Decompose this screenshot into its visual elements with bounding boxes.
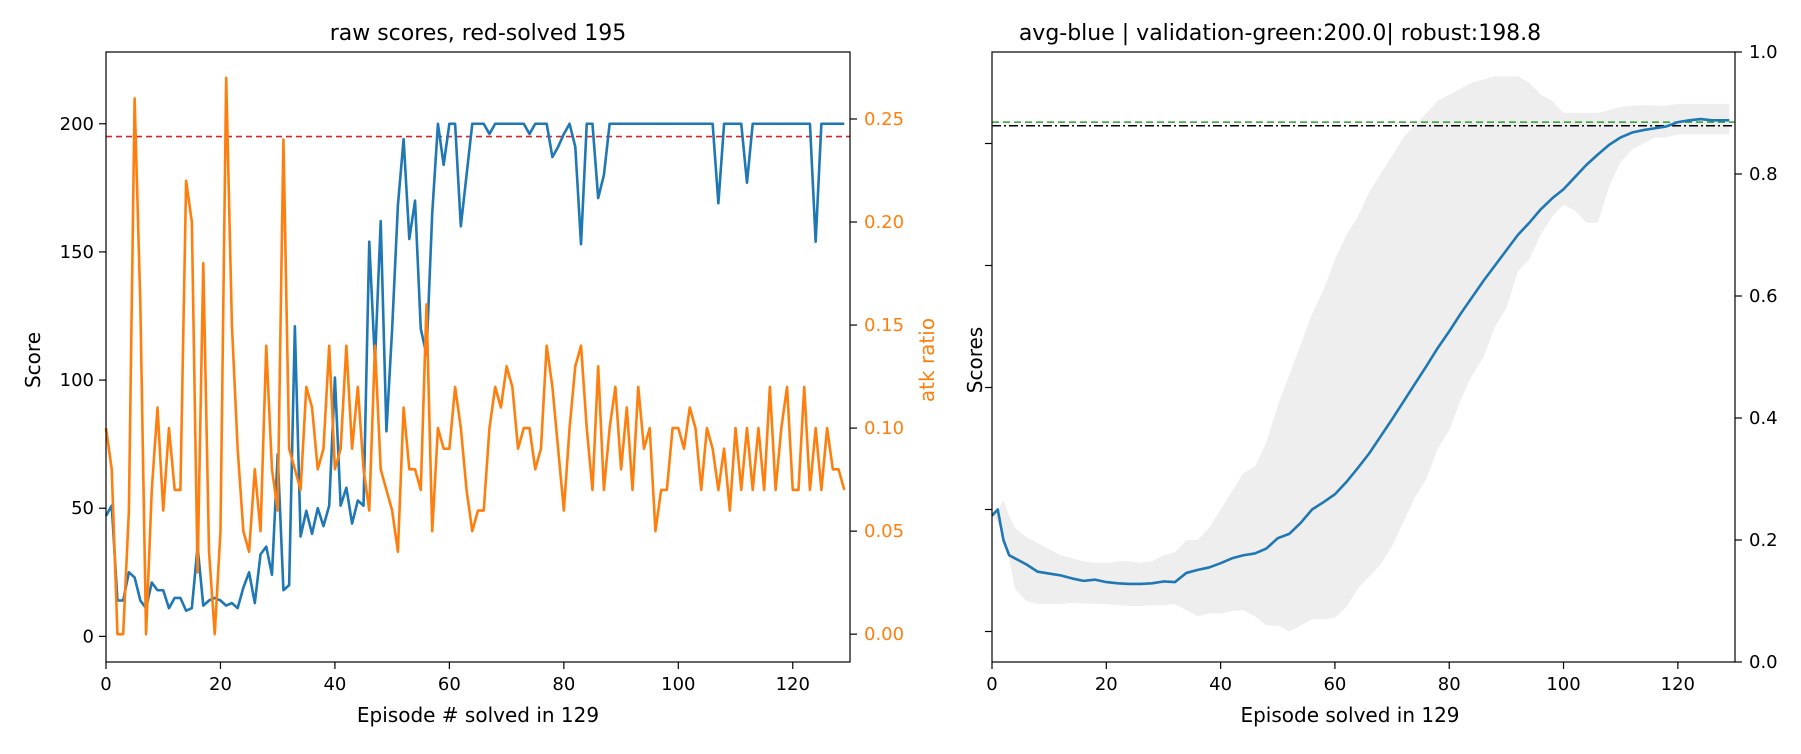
right-x-axis-label: Episode solved in 129: [1240, 703, 1459, 727]
right-series-avg-line: [991, 117, 1730, 586]
right-x-tick-label-1: 20: [1095, 674, 1118, 695]
left-series-atk-ratio-line: [104, 76, 846, 636]
left-x-tick-label-1: 20: [209, 674, 232, 695]
right-x-tick-label-6: 120: [1661, 674, 1695, 695]
right-y-axis-label: Scores: [963, 327, 987, 393]
left-y-tick-label-0: 0: [83, 626, 94, 647]
right-plot-area: 0 20 40 60 80 100 120 0.0 0.2 0.4 0.6 0.8 1.0: [985, 42, 1778, 695]
left-y2-tick-label-2: 0.10: [864, 418, 904, 439]
right-y2-tick-label-4: 0.8: [1749, 164, 1778, 185]
left-x-tick-label-6: 120: [776, 674, 810, 695]
right-x-tick-label-2: 40: [1209, 674, 1232, 695]
right-x-tick-label-5: 100: [1546, 674, 1580, 695]
left-plot-frame: [105, 51, 851, 663]
right-x-tick-label-0: 0: [986, 674, 997, 695]
left-y2-tick-label-4: 0.20: [864, 212, 904, 233]
left-x-tick-label-3: 60: [438, 674, 461, 695]
right-x-tick-label-4: 80: [1438, 674, 1461, 695]
left-y2-tick-label-1: 0.05: [864, 521, 904, 542]
right-y2-tick-label-0: 0.0: [1749, 652, 1778, 673]
right-chart-title: avg-blue | validation-green:200.0| robus…: [1019, 21, 1541, 46]
left-plot-area: 0 20 40 60 80 100 120 0 50 100 150 200 0.00 0.05 0.10 0…: [60, 51, 904, 695]
right-y2-tick-label-2: 0.4: [1749, 408, 1778, 429]
left-y-tick-label-1: 50: [71, 498, 94, 519]
left-y2-tick-label-0: 0.00: [864, 624, 904, 645]
right-y2-tick-label-1: 0.2: [1749, 530, 1778, 551]
left-y-tick-label-2: 100: [60, 370, 94, 391]
left-y2-axis-label: atk ratio: [915, 318, 939, 402]
left-y2-tick-label-5: 0.25: [864, 109, 904, 130]
left-series-score-line: [104, 122, 845, 613]
right-chart-panel: avg-blue | validation-green:200.0| robus…: [963, 21, 1778, 727]
left-x-tick-label-5: 100: [661, 674, 695, 695]
left-chart-panel: raw scores, red-solved 195 Episode # sol…: [21, 21, 939, 727]
right-confidence-band: [992, 76, 1730, 632]
left-y-tick-label-4: 200: [60, 114, 94, 135]
left-x-tick-label-0: 0: [100, 674, 111, 695]
left-y-axis-label: Score: [21, 332, 45, 388]
right-plot-frame: [991, 51, 1736, 663]
right-y2-tick-label-5: 1.0: [1749, 42, 1778, 63]
left-x-tick-label-4: 80: [552, 674, 575, 695]
left-x-tick-label-2: 40: [323, 674, 346, 695]
left-chart-title: raw scores, red-solved 195: [330, 21, 627, 46]
left-y2-tick-label-3: 0.15: [864, 315, 904, 336]
left-y-tick-label-3: 150: [60, 242, 94, 263]
right-y2-tick-label-3: 0.6: [1749, 286, 1778, 307]
left-x-axis-label: Episode # solved in 129: [357, 703, 599, 727]
right-x-tick-label-3: 60: [1323, 674, 1346, 695]
